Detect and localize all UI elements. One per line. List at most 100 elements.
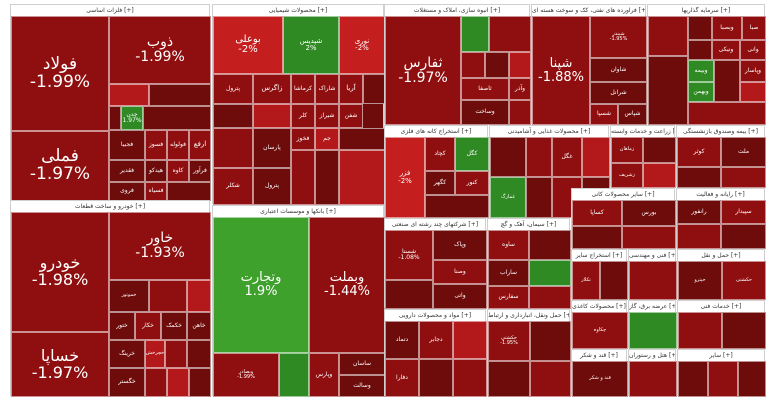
stock-tile[interactable]: [385, 280, 433, 309]
stock-tile[interactable]: فجبیا: [109, 130, 145, 160]
stock-tile[interactable]: [213, 128, 253, 168]
stock-tile[interactable]: حکشتی -1.95%: [488, 321, 530, 361]
stock-tile[interactable]: [453, 321, 487, 359]
stock-tile[interactable]: زماهان: [611, 137, 643, 163]
stock-tile[interactable]: [688, 16, 712, 40]
stock-tile[interactable]: فسیاه: [145, 182, 167, 201]
stock-tile[interactable]: وبصادر -1.99%: [213, 353, 279, 397]
stock-tile[interactable]: [109, 84, 149, 106]
stock-tile[interactable]: [489, 16, 531, 52]
stock-tile[interactable]: ثاصفا: [461, 78, 509, 100]
stock-tile[interactable]: شرانل: [590, 82, 647, 104]
stock-tile[interactable]: [708, 361, 738, 397]
stock-tile[interactable]: جم: [315, 128, 339, 150]
stock-tile[interactable]: [688, 40, 712, 60]
stock-tile[interactable]: کوثر: [677, 137, 721, 167]
stock-tile[interactable]: [600, 261, 628, 300]
stock-tile[interactable]: [721, 167, 766, 188]
stock-tile[interactable]: آریا: [339, 74, 363, 104]
stock-tile[interactable]: [677, 224, 721, 249]
stock-tile[interactable]: وپاسار: [740, 60, 766, 82]
stock-tile[interactable]: شپنا -1.88%: [532, 16, 590, 125]
stock-tile[interactable]: [643, 163, 676, 188]
stock-tile[interactable]: فزر -2%: [385, 137, 425, 218]
stock-tile[interactable]: دتماد: [385, 321, 419, 359]
stock-tile[interactable]: شپاس: [618, 104, 647, 125]
stock-tile[interactable]: وسالت: [339, 375, 385, 397]
stock-tile[interactable]: [109, 106, 121, 130]
stock-tile[interactable]: خموتور: [109, 280, 149, 312]
stock-tile[interactable]: قند و شکر: [572, 361, 628, 397]
stock-tile[interactable]: وبملت -1.44%: [309, 217, 385, 353]
stock-tile[interactable]: [279, 353, 309, 397]
stock-tile[interactable]: [677, 167, 721, 188]
stock-tile[interactable]: شبندر -1.95%: [590, 16, 647, 58]
stock-tile[interactable]: [648, 56, 688, 125]
stock-tile[interactable]: [629, 261, 677, 300]
stock-tile[interactable]: کرماشا: [291, 74, 315, 104]
stock-tile[interactable]: ساراب: [488, 260, 529, 286]
stock-tile[interactable]: خگستر: [109, 368, 145, 397]
stock-tile[interactable]: [490, 137, 526, 177]
stock-tile[interactable]: [688, 102, 766, 125]
stock-tile[interactable]: [453, 359, 487, 397]
stock-tile[interactable]: [530, 361, 571, 397]
stock-tile[interactable]: وتجارت 1.9%: [213, 217, 309, 353]
stock-tile[interactable]: [629, 312, 677, 349]
stock-tile[interactable]: ختور: [109, 312, 135, 340]
stock-tile[interactable]: ساسان: [339, 353, 385, 375]
stock-tile[interactable]: خاور -1.93%: [109, 212, 211, 280]
stock-tile[interactable]: [529, 230, 571, 260]
stock-tile[interactable]: [189, 368, 211, 397]
stock-tile[interactable]: کگل: [455, 137, 489, 171]
stock-tile[interactable]: فولاد -1.99%: [11, 16, 109, 131]
stock-tile[interactable]: بوعلی -2%: [213, 16, 283, 74]
stock-tile[interactable]: [291, 150, 315, 205]
stock-tile[interactable]: کنور: [455, 171, 489, 195]
stock-tile[interactable]: نوری -2%: [339, 16, 385, 74]
stock-tile[interactable]: زشریف: [611, 163, 643, 188]
stock-tile[interactable]: ذوب -1.99%: [109, 16, 211, 84]
stock-tile[interactable]: [714, 60, 740, 102]
stock-tile[interactable]: خرینگ: [109, 340, 145, 368]
stock-tile[interactable]: [253, 104, 291, 128]
stock-tile[interactable]: [678, 312, 722, 349]
stock-tile[interactable]: کاوه: [167, 160, 189, 182]
stock-tile[interactable]: چدن 1.97%: [121, 106, 143, 130]
stock-tile[interactable]: [425, 195, 489, 218]
stock-tile[interactable]: [461, 52, 485, 78]
stock-tile[interactable]: کلر: [291, 104, 315, 128]
stock-tile[interactable]: وپاک: [433, 230, 487, 260]
stock-tile[interactable]: واتی: [433, 284, 487, 309]
stock-tile[interactable]: شکلر: [213, 168, 253, 205]
stock-tile[interactable]: رانفور: [677, 200, 721, 224]
stock-tile[interactable]: [648, 16, 688, 56]
stock-tile[interactable]: دجابر: [419, 321, 453, 359]
stock-tile[interactable]: [509, 100, 531, 125]
stock-tile[interactable]: [572, 226, 622, 249]
stock-tile[interactable]: شسپا: [590, 104, 618, 125]
stock-tile[interactable]: ارفع: [189, 130, 211, 160]
stock-tile[interactable]: فولوله: [167, 130, 189, 160]
stock-tile[interactable]: وبهمن: [688, 82, 714, 102]
stock-tile[interactable]: [643, 137, 676, 163]
stock-tile[interactable]: خکار: [135, 312, 161, 340]
stock-tile[interactable]: فخوز: [291, 128, 315, 150]
stock-tile[interactable]: وصنا: [433, 260, 487, 284]
stock-tile[interactable]: غمارگ: [490, 177, 526, 218]
stock-tile[interactable]: ساوه: [488, 230, 529, 260]
stock-tile[interactable]: تکلار: [572, 261, 600, 300]
stock-tile[interactable]: [419, 359, 453, 397]
stock-tile[interactable]: وآذر: [509, 78, 531, 100]
stock-tile[interactable]: [187, 280, 211, 312]
stock-tile[interactable]: خکمک: [161, 312, 187, 340]
stock-tile[interactable]: فسوز: [145, 130, 167, 160]
stock-tile[interactable]: [678, 361, 708, 397]
stock-tile[interactable]: سپیدار: [721, 200, 766, 224]
stock-tile[interactable]: صبا: [742, 16, 766, 40]
stock-tile[interactable]: چکاوه: [572, 312, 628, 349]
stock-tile[interactable]: پترول: [253, 168, 291, 205]
stock-tile[interactable]: شاراک: [315, 74, 339, 104]
stock-tile[interactable]: حپترو: [678, 261, 722, 300]
stock-tile[interactable]: [315, 150, 339, 205]
